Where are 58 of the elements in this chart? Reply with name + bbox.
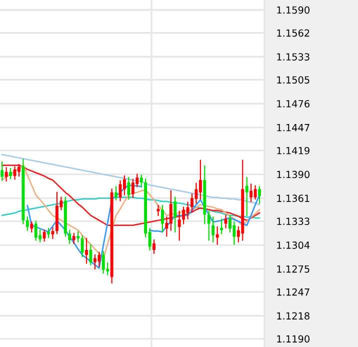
candlestick <box>9 168 12 179</box>
y-tick-label: 1.1190 <box>277 335 310 343</box>
y-tick-label: 1.1275 <box>277 265 310 273</box>
line-series <box>1 164 260 226</box>
candlestick <box>114 186 118 200</box>
candlestick <box>198 160 202 200</box>
y-tick-label: 1.1390 <box>277 170 310 178</box>
candlestick <box>4 167 8 182</box>
y-tick-label: 1.1562 <box>277 29 310 37</box>
candlestick <box>131 178 134 198</box>
candlestick <box>216 226 219 245</box>
y-tick-label: 1.1361 <box>277 194 310 202</box>
candlestick <box>182 206 186 224</box>
candlestick <box>178 210 181 241</box>
candlestick <box>89 244 92 266</box>
candlestick <box>194 182 198 204</box>
candlestick <box>76 231 80 242</box>
candlestick <box>127 177 130 200</box>
candlestick <box>102 251 105 274</box>
candlestick <box>80 235 84 258</box>
y-tick-label: 1.1304 <box>277 242 310 249</box>
candlestick <box>85 238 88 264</box>
candlestick <box>51 227 54 240</box>
candlestick <box>232 221 236 245</box>
y-tick-label: 1.1590 <box>277 6 310 14</box>
candlestick <box>258 186 261 204</box>
candlestick <box>245 177 248 216</box>
y-tick-label: 1.1218 <box>277 312 310 320</box>
candlestick <box>93 254 96 270</box>
candlestick <box>98 252 101 267</box>
candlestick <box>34 220 38 241</box>
line-series <box>1 154 260 206</box>
candlestick <box>152 240 156 254</box>
y-tick-label: 1.1476 <box>277 100 310 108</box>
candlestick <box>254 185 257 200</box>
y-tick-label: 1.1419 <box>277 146 310 154</box>
y-tick-label: 1.1505 <box>277 76 310 84</box>
candlestick <box>42 230 46 242</box>
candlestick <box>26 216 29 231</box>
candlestick <box>212 216 215 242</box>
candlestick <box>18 164 20 177</box>
candlestick <box>174 196 177 232</box>
candlestick <box>47 228 50 238</box>
y-tick-label: 1.1447 <box>277 124 310 132</box>
candlestick <box>160 205 164 232</box>
candlestick <box>123 175 126 196</box>
y-tick-label: 1.1533 <box>277 53 310 61</box>
y-tick-label: 1.1333 <box>277 218 310 226</box>
y-tick-label: 1.1247 <box>277 288 310 296</box>
candlestick <box>140 174 143 186</box>
candlestick <box>0 161 4 181</box>
candlestick <box>30 221 34 232</box>
candlestick <box>250 184 253 202</box>
candlestick <box>68 230 72 244</box>
candlestick <box>169 190 172 231</box>
candlestick <box>186 202 190 220</box>
candlestick <box>207 210 210 241</box>
candlestick <box>72 232 76 244</box>
